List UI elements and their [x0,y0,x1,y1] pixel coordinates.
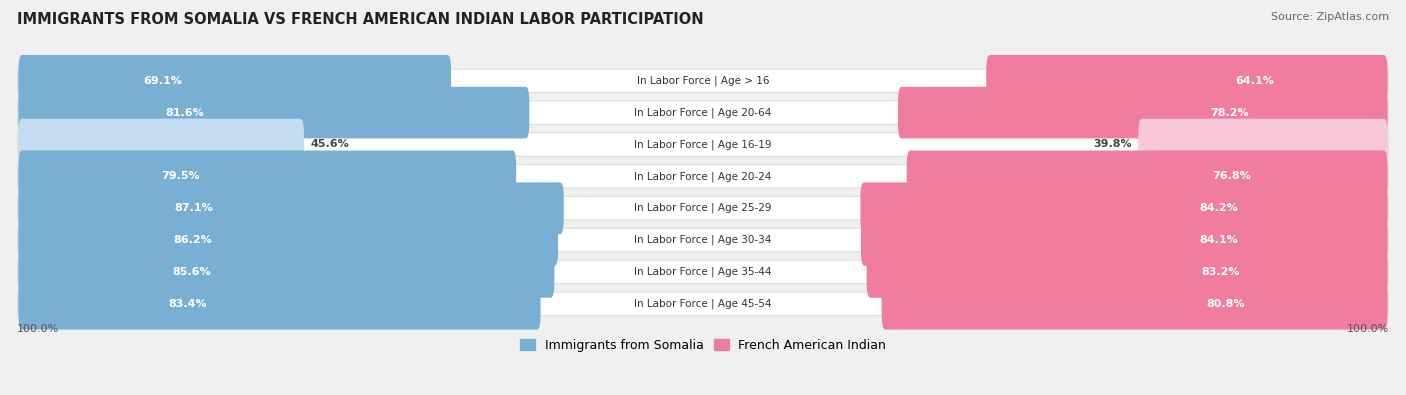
Text: 69.1%: 69.1% [143,76,181,86]
FancyBboxPatch shape [21,261,1385,283]
FancyBboxPatch shape [18,278,540,329]
Text: 80.8%: 80.8% [1206,299,1244,309]
FancyBboxPatch shape [21,293,1385,315]
FancyBboxPatch shape [907,150,1388,202]
FancyBboxPatch shape [21,197,1385,219]
FancyBboxPatch shape [21,165,1385,188]
FancyBboxPatch shape [21,70,1385,92]
Text: 83.4%: 83.4% [169,299,207,309]
Text: In Labor Force | Age > 16: In Labor Force | Age > 16 [637,75,769,86]
Text: 78.2%: 78.2% [1211,107,1249,118]
FancyBboxPatch shape [17,164,1389,189]
Text: 39.8%: 39.8% [1092,139,1132,149]
FancyBboxPatch shape [18,182,564,234]
Text: In Labor Force | Age 35-44: In Labor Force | Age 35-44 [634,267,772,277]
FancyBboxPatch shape [898,87,1388,138]
Text: 84.1%: 84.1% [1199,235,1239,245]
FancyBboxPatch shape [21,229,1385,251]
FancyBboxPatch shape [882,278,1388,329]
Text: 87.1%: 87.1% [174,203,214,213]
FancyBboxPatch shape [18,55,451,107]
Text: In Labor Force | Age 16-19: In Labor Force | Age 16-19 [634,139,772,150]
Text: 79.5%: 79.5% [162,171,200,181]
FancyBboxPatch shape [17,228,1389,252]
FancyBboxPatch shape [18,87,529,138]
Text: In Labor Force | Age 30-34: In Labor Force | Age 30-34 [634,235,772,245]
Text: 81.6%: 81.6% [165,107,204,118]
Text: In Labor Force | Age 45-54: In Labor Force | Age 45-54 [634,299,772,309]
FancyBboxPatch shape [18,150,516,202]
Text: 83.2%: 83.2% [1202,267,1240,277]
FancyBboxPatch shape [18,246,554,298]
Text: 76.8%: 76.8% [1212,171,1251,181]
FancyBboxPatch shape [866,246,1388,298]
Text: In Labor Force | Age 20-24: In Labor Force | Age 20-24 [634,171,772,182]
FancyBboxPatch shape [18,118,304,170]
Text: IMMIGRANTS FROM SOMALIA VS FRENCH AMERICAN INDIAN LABOR PARTICIPATION: IMMIGRANTS FROM SOMALIA VS FRENCH AMERIC… [17,12,703,27]
Text: 85.6%: 85.6% [172,267,211,277]
FancyBboxPatch shape [21,102,1385,124]
FancyBboxPatch shape [17,292,1389,316]
Text: 100.0%: 100.0% [17,324,59,333]
FancyBboxPatch shape [17,68,1389,93]
FancyBboxPatch shape [17,132,1389,157]
Text: 45.6%: 45.6% [311,139,350,149]
Text: Source: ZipAtlas.com: Source: ZipAtlas.com [1271,12,1389,22]
FancyBboxPatch shape [986,55,1388,107]
FancyBboxPatch shape [17,260,1389,284]
FancyBboxPatch shape [860,182,1388,234]
Text: 100.0%: 100.0% [1347,324,1389,333]
FancyBboxPatch shape [18,214,558,266]
FancyBboxPatch shape [1139,118,1388,170]
Text: 86.2%: 86.2% [173,235,212,245]
Legend: Immigrants from Somalia, French American Indian: Immigrants from Somalia, French American… [520,339,886,352]
FancyBboxPatch shape [17,196,1389,221]
Text: 64.1%: 64.1% [1234,76,1274,86]
Text: In Labor Force | Age 25-29: In Labor Force | Age 25-29 [634,203,772,213]
FancyBboxPatch shape [860,214,1388,266]
FancyBboxPatch shape [17,100,1389,125]
Text: In Labor Force | Age 20-64: In Labor Force | Age 20-64 [634,107,772,118]
Text: 84.2%: 84.2% [1199,203,1239,213]
FancyBboxPatch shape [21,134,1385,156]
